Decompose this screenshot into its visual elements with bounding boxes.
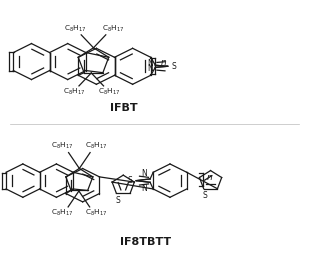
Text: N: N (147, 64, 153, 73)
Text: S: S (171, 62, 176, 71)
Text: N: N (141, 169, 147, 178)
Text: C$_8$H$_{17}$: C$_8$H$_{17}$ (64, 24, 86, 34)
Text: n: n (161, 58, 166, 67)
Text: S: S (203, 192, 208, 200)
Text: C$_8$H$_{17}$: C$_8$H$_{17}$ (51, 208, 73, 218)
Text: C$_8$H$_{17}$: C$_8$H$_{17}$ (51, 141, 74, 151)
Text: C$_8$H$_{17}$: C$_8$H$_{17}$ (99, 87, 121, 97)
Text: C$_8$H$_{17}$: C$_8$H$_{17}$ (85, 141, 108, 151)
Text: IFBT: IFBT (110, 103, 138, 113)
Text: N: N (141, 184, 147, 193)
Text: n: n (207, 173, 213, 182)
Text: N: N (147, 59, 153, 68)
Text: S: S (116, 196, 120, 205)
Text: C$_8$H$_{17}$: C$_8$H$_{17}$ (63, 87, 86, 97)
Text: S: S (128, 176, 133, 185)
Text: IF8TBTT: IF8TBTT (120, 237, 171, 247)
Text: C$_8$H$_{17}$: C$_8$H$_{17}$ (102, 24, 125, 34)
Text: C$_8$H$_{17}$: C$_8$H$_{17}$ (85, 208, 107, 218)
